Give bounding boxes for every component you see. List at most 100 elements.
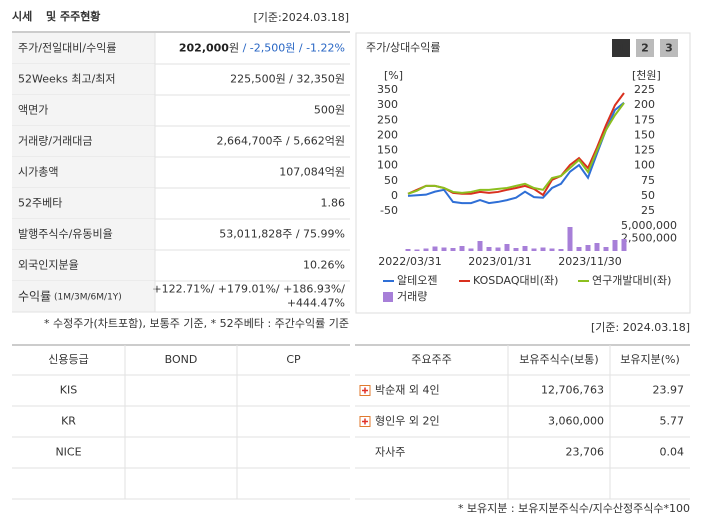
holder-note: * 보유지분 : 보유지분주식수/지수산정주식수*100: [458, 502, 690, 515]
label-cell: [12, 126, 155, 157]
table-note: * 수정주가(차트포함), 보통주 기준, * 52주베타 : 주간수익률 기준: [44, 317, 349, 330]
volume-bar: [441, 247, 447, 251]
volume-bar: [432, 246, 438, 251]
volume-bar: [423, 248, 429, 251]
table-header: 주요주주: [411, 353, 451, 366]
table-header: 보유지분(%): [620, 353, 680, 366]
chart-tab-label[interactable]: 2: [641, 42, 649, 55]
volume-bar: [450, 248, 456, 251]
table-cell: KR: [61, 415, 76, 428]
table-cell: 자사주: [375, 446, 405, 459]
chart-tab[interactable]: [660, 39, 678, 57]
volume-bar: [621, 239, 627, 251]
chart-tab-label[interactable]: 3: [665, 42, 673, 55]
label-cell: [12, 64, 155, 95]
y2-tick-label: 150: [634, 128, 655, 141]
chart-tab[interactable]: [636, 39, 654, 57]
x-tick-label: 2023/01/31: [468, 255, 531, 268]
volume-bar: [459, 246, 465, 251]
x-tick-label: 2022/03/31: [378, 255, 441, 268]
row-value-part: 202,000: [179, 42, 229, 55]
y-tick-label: 50: [384, 174, 398, 187]
y-axis-unit: [%]: [384, 69, 403, 82]
volume-bar: [504, 244, 510, 251]
row-value: 225,500원 / 32,350원: [230, 73, 345, 86]
table-header: 신용등급: [48, 353, 88, 366]
volume-bar: [414, 249, 420, 251]
row-label: 52Weeks 최고/최저: [18, 73, 116, 86]
volume-bar: [531, 248, 537, 251]
detail-icon-plus[interactable]: [362, 418, 368, 425]
table-cell: 5.77: [660, 415, 685, 428]
volume-bar: [513, 248, 519, 251]
table-header: CP: [286, 353, 301, 366]
label-cell: [12, 219, 155, 250]
row-label: 52주베타: [18, 197, 62, 210]
y3-tick-label: 5,000,000: [621, 219, 677, 232]
chart-panel: [355, 32, 691, 314]
y2-tick-label: 200: [634, 98, 655, 111]
row-value-line: +122.71%/ +179.01%/ +186.93%/: [152, 283, 345, 296]
y2-tick-label: 175: [634, 113, 655, 126]
x-tick-label: 2023/11/30: [558, 255, 621, 268]
legend-label: 알테오젠: [397, 273, 437, 287]
volume-bar: [540, 247, 546, 251]
price-line: [407, 101, 625, 205]
legend-swatch: [383, 292, 393, 302]
row-label: 수익률 (1M/3M/6M/1Y): [18, 289, 122, 303]
table-cell: 12,706,763: [541, 384, 604, 397]
label-cell: [12, 157, 155, 188]
volume-bar: [585, 245, 591, 251]
label-cell: [12, 33, 155, 64]
y3-tick-label: 2,500,000: [621, 232, 677, 245]
label-cell: [12, 95, 155, 126]
y2-tick-label: 25: [641, 204, 655, 217]
y-tick-label: -50: [380, 204, 398, 217]
row-value: 2,664,700주 / 5,662억원: [216, 135, 345, 148]
section-subtitle: 및 주주현황: [46, 9, 100, 23]
chart-tab-label[interactable]: 1: [617, 42, 625, 55]
y2-tick-label: 125: [634, 144, 655, 157]
table-cell: 3,060,000: [548, 415, 604, 428]
table-cell: 박순재 외 4인: [375, 384, 440, 397]
base-date: [기준:2024.03.18]: [253, 11, 349, 24]
row-label: 주가/전일대비/수익률: [18, 41, 117, 55]
holder-date: [기준: 2024.03.18]: [591, 321, 690, 334]
y-tick-label: 0: [391, 189, 398, 202]
row-value-line: +444.47%: [287, 297, 345, 310]
row-label: 시가총액: [18, 166, 58, 179]
y2-tick-label: 100: [634, 159, 655, 172]
y2-axis-unit: [천원]: [632, 68, 661, 82]
y-tick-label: 250: [377, 113, 398, 126]
table-cell: KIS: [60, 384, 77, 397]
row-value: 10.26%: [303, 259, 345, 272]
detail-icon-plus[interactable]: [362, 387, 368, 394]
row-value: 500원: [314, 104, 345, 117]
volume-bar: [405, 249, 411, 251]
row-label: 발행주식수/유동비율: [18, 228, 113, 241]
volume-bar: [567, 227, 573, 251]
volume-bar: [576, 247, 582, 251]
volume-bar: [603, 247, 609, 251]
y-tick-label: 100: [377, 159, 398, 172]
chart-tab[interactable]: [612, 39, 630, 57]
row-value: 1.86: [321, 197, 346, 210]
y2-tick-label: 225: [634, 83, 655, 96]
table-cell: 0.04: [660, 446, 685, 459]
row-label: 거래량/거래대금: [18, 135, 93, 148]
volume-bar: [468, 248, 474, 251]
y-tick-label: 350: [377, 83, 398, 96]
volume-bar: [612, 240, 618, 251]
volume-bar: [558, 249, 564, 251]
table-cell: NICE: [55, 446, 81, 459]
price-line: [407, 102, 625, 195]
table-cell: 23,706: [566, 446, 605, 459]
table-cell: 23.97: [653, 384, 685, 397]
chart-title: 주가/상대수익률: [366, 41, 441, 54]
row-value-part: / -2,500원 / -1.22%: [239, 42, 345, 55]
table-header: 보유주식수(보통): [519, 353, 598, 366]
volume-bar: [549, 248, 555, 251]
legend-label: 연구개발대비(좌): [592, 274, 671, 287]
row-value: 202,000원 / -2,500원 / -1.22%: [179, 42, 345, 55]
